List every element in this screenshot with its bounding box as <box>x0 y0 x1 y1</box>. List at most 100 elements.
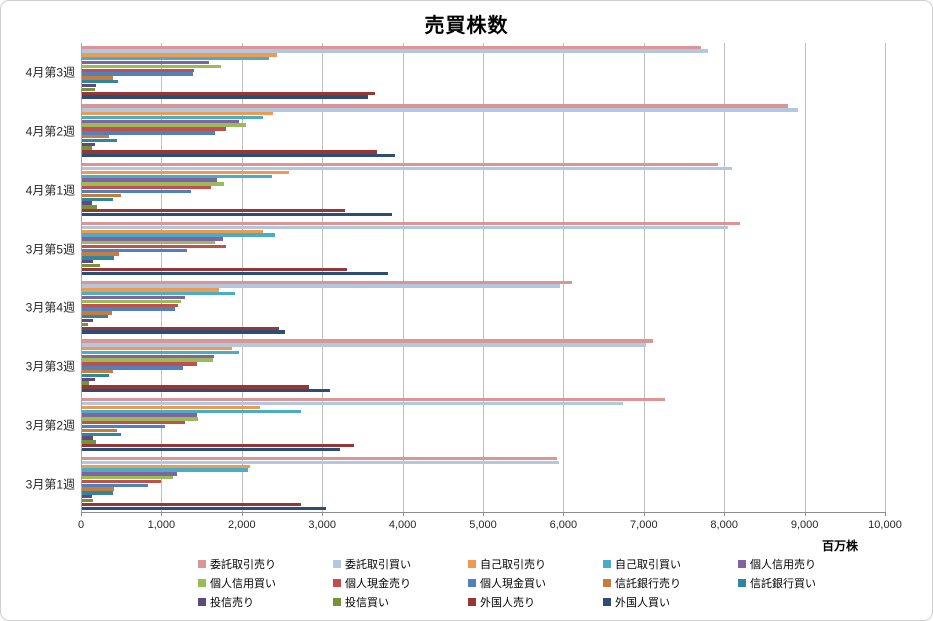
chart-title: 売買株数 <box>424 15 509 37</box>
bar-委託取引売り-3月第4週 <box>82 280 572 284</box>
bar-個人信用買い-3月第5週 <box>82 240 216 245</box>
gridline <box>322 43 324 512</box>
bar-委託取引買い-4月第2週 <box>82 108 799 112</box>
bar-委託取引買い-3月第4週 <box>82 284 560 288</box>
legend-label: 自己取引売り <box>480 558 546 571</box>
gridline <box>161 43 163 512</box>
bar-自己取引売り-4月第2週 <box>82 112 274 116</box>
legend-item-個人信用買い: 個人信用買い <box>198 573 333 592</box>
axis-tick <box>241 512 243 516</box>
bar-自己取引売り-3月第2週 <box>82 405 260 410</box>
bar-個人現金買い-3月第1週 <box>82 483 148 487</box>
bar-信託銀行買い-3月第4週 <box>82 315 108 319</box>
legend-label: 委託取引買い <box>345 558 411 571</box>
legend-item-個人現金売り: 個人現金売り <box>333 573 468 592</box>
bar-信託銀行売り-3月第3週 <box>82 369 114 374</box>
bar-個人現金買い-4月第2週 <box>82 131 216 135</box>
legend-label: 外国人売り <box>480 596 535 609</box>
bar-投信売り-3月第1週 <box>82 495 92 499</box>
bar-信託銀行買い-3月第1週 <box>82 491 113 495</box>
axis-tick <box>643 512 645 516</box>
bar-信託銀行買い-3月第5週 <box>82 256 115 260</box>
bar-個人現金売り-3月第1週 <box>82 479 161 484</box>
legend-item-個人現金買い: 個人現金買い <box>468 573 603 592</box>
legend-swatch-icon <box>198 559 206 568</box>
x-tick-label: 2,000 <box>228 519 256 531</box>
bar-投信買い-3月第5週 <box>82 263 100 268</box>
x-tick-label: 5,000 <box>469 519 497 531</box>
bar-外国人買い-4月第3週 <box>82 95 369 99</box>
legend-label: 投信買い <box>345 596 389 609</box>
bar-外国人売り-3月第4週 <box>82 326 279 330</box>
x-tick-label: 7,000 <box>630 519 658 531</box>
bar-信託銀行買い-4月第3週 <box>82 80 119 84</box>
bar-個人信用売り-4月第3週 <box>82 60 210 65</box>
y-category-label: 3月第3週 <box>25 359 75 374</box>
bar-委託取引買い-3月第3週 <box>82 343 647 347</box>
bar-自己取引売り-3月第4週 <box>82 288 220 292</box>
bar-個人現金買い-4月第1週 <box>82 189 192 194</box>
bar-投信買い-3月第1週 <box>82 498 94 503</box>
x-tick-label: 9,000 <box>790 519 819 531</box>
bar-外国人売り-3月第2週 <box>82 444 354 448</box>
bar-信託銀行売り-3月第1週 <box>82 487 115 491</box>
legend-label: 個人現金買い <box>480 577 546 590</box>
bar-自己取引買い-3月第1週 <box>82 468 249 472</box>
legend-swatch-icon <box>738 559 746 568</box>
legend-item-投信売り: 投信売り <box>198 592 333 611</box>
legend-label: 個人現金売り <box>345 577 411 590</box>
bar-委託取引買い-3月第5週 <box>82 225 729 230</box>
axis-tick <box>402 512 404 516</box>
bar-個人信用買い-4月第3週 <box>82 64 222 69</box>
bar-信託銀行売り-4月第2週 <box>82 134 109 139</box>
y-category-label: 4月第2週 <box>25 124 75 139</box>
bar-自己取引売り-3月第1週 <box>82 464 251 468</box>
x-tick-label: 6,000 <box>549 519 578 531</box>
bar-投信買い-3月第3週 <box>82 381 90 385</box>
legend-label: 自己取引買い <box>615 558 681 571</box>
bar-信託銀行買い-3月第2週 <box>82 432 121 436</box>
bar-個人現金買い-3月第4週 <box>82 307 176 311</box>
plot-area <box>81 43 886 516</box>
bar-個人現金買い-3月第3週 <box>82 366 183 370</box>
axis-tick <box>483 512 484 516</box>
bar-委託取引売り-4月第2週 <box>82 104 788 108</box>
legend-label: 信託銀行買い <box>750 577 816 590</box>
legend-item-委託取引買い: 委託取引買い <box>333 554 468 573</box>
y-category-label: 3月第5週 <box>25 242 75 257</box>
axis-tick <box>724 512 726 516</box>
x-tick-label: 3,000 <box>308 519 336 531</box>
bar-個人現金売り-4月第1週 <box>82 186 212 190</box>
bar-投信売り-3月第3週 <box>82 377 95 381</box>
bar-個人信用買い-4月第2週 <box>82 123 247 127</box>
bar-個人信用買い-3月第2週 <box>82 417 198 421</box>
bar-個人現金売り-3月第2週 <box>82 421 185 425</box>
bar-投信売り-3月第5週 <box>82 260 94 264</box>
y-category-label: 3月第1週 <box>25 477 75 492</box>
bar-委託取引買い-4月第1週 <box>82 166 732 171</box>
bar-投信買い-4月第2週 <box>82 146 92 150</box>
bar-委託取引買い-3月第1週 <box>82 460 559 465</box>
bar-自己取引買い-4月第1週 <box>82 174 272 178</box>
bar-外国人買い-3月第5週 <box>82 271 389 275</box>
x-tick-label: 10,000 <box>868 519 902 531</box>
bar-投信買い-4月第3週 <box>82 87 95 92</box>
legend-item-個人信用売り: 個人信用売り <box>738 554 873 573</box>
bar-自己取引売り-4月第3週 <box>82 53 278 57</box>
legend-swatch-icon <box>198 578 206 587</box>
legend-swatch-icon <box>603 578 611 587</box>
axis-tick <box>161 512 163 516</box>
y-category-label: 3月第2週 <box>25 418 75 433</box>
bar-投信売り-4月第3週 <box>82 83 96 88</box>
x-tick-label: 0 <box>77 519 85 531</box>
bar-投信売り-3月第4週 <box>82 318 94 323</box>
bar-個人信用買い-4月第1週 <box>82 182 224 186</box>
y-category-label: 4月第1週 <box>25 183 75 198</box>
legend-label: 個人信用買い <box>210 577 276 590</box>
bar-個人信用売り-4月第2週 <box>82 119 239 124</box>
legend-swatch-icon <box>603 559 611 568</box>
bar-外国人売り-4月第1週 <box>82 209 345 213</box>
axis-tick <box>563 512 565 516</box>
bar-個人信用売り-3月第4週 <box>82 295 185 300</box>
